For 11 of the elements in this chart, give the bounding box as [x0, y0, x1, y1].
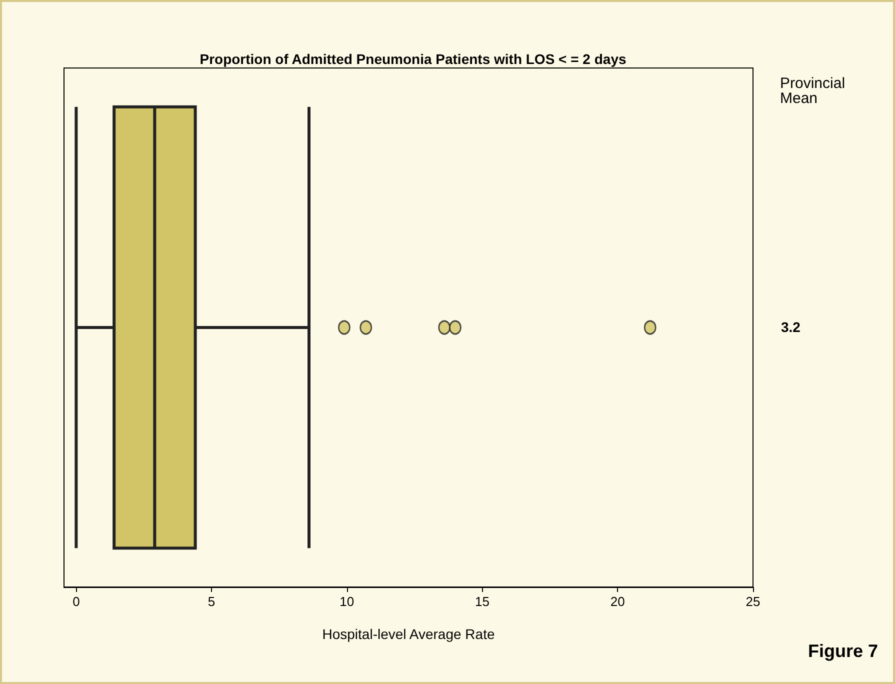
text: 3.2 — [781, 319, 801, 335]
x-tick-label: 15 — [475, 594, 490, 609]
x-tick-label: 5 — [208, 594, 216, 609]
chart-title: Proportion of Admitted Pneumonia Patients with LOS < = 2 days — [200, 51, 626, 67]
caption: Figure 7 — [808, 641, 878, 661]
x-axis-title: Hospital-level Average Rate — [322, 626, 495, 642]
x-tick-label: 0 — [72, 594, 80, 609]
x-tick-label: 25 — [746, 594, 760, 609]
text: Provincial Mean — [780, 75, 850, 107]
x-tick-label: 20 — [610, 594, 625, 609]
x-tick-label: 10 — [340, 594, 354, 609]
